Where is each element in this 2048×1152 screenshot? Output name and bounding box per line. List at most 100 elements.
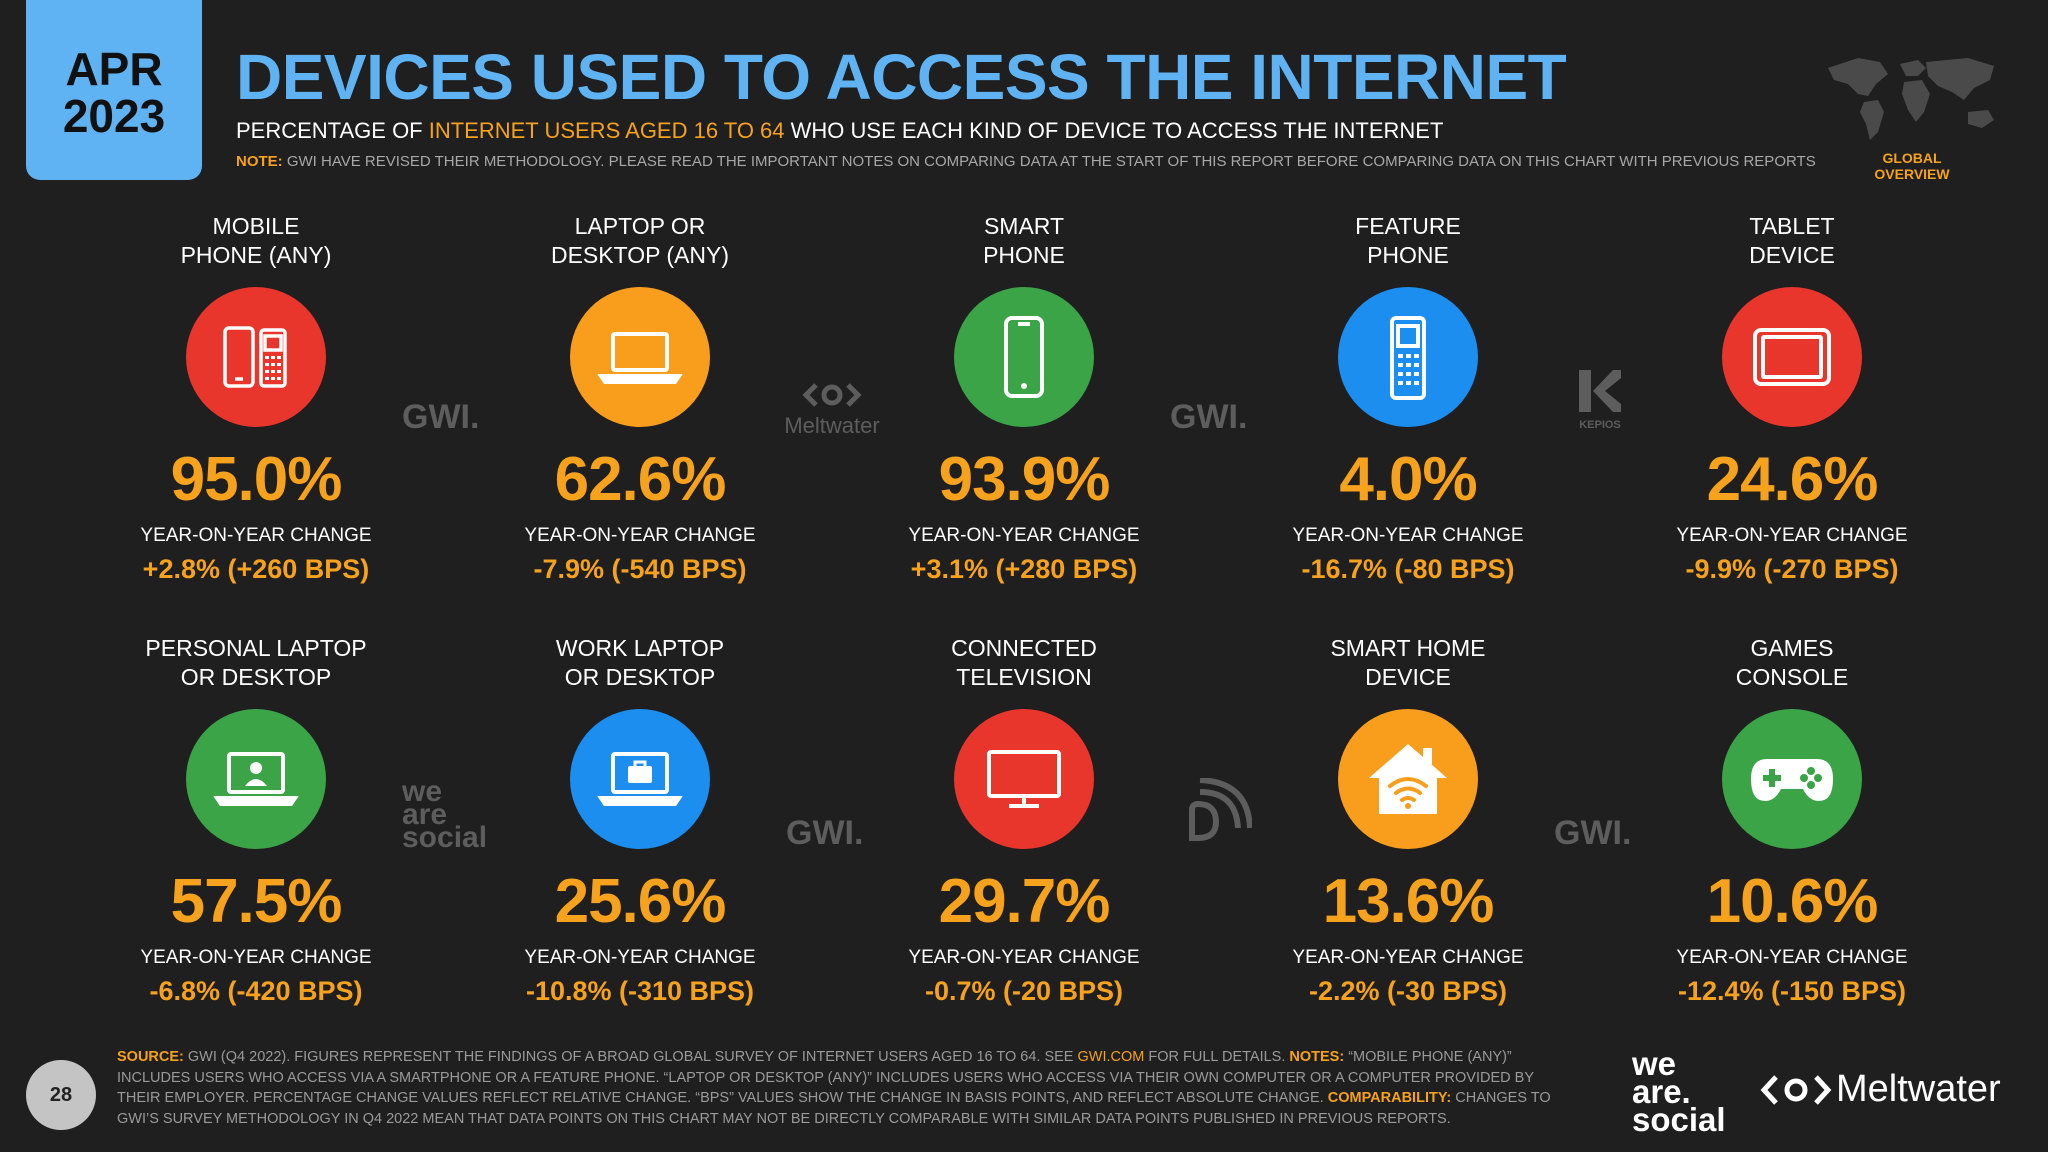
card-label: SMART PHONE [874,212,1174,270]
brand-word-we: we [1632,1045,1677,1082]
card-laptop-or-desktop: LAPTOP OR DESKTOP (ANY) 62.6% YEAR-ON-YEA… [490,212,790,585]
card-smartphone: SMART PHONE 93.9% YEAR-ON-YEAR CHANGE +3.… [874,212,1174,585]
world-map-icon [1828,58,1994,140]
subtitle-pre: PERCENTAGE OF [236,118,429,143]
meltwater-mark-icon [802,383,862,407]
card-label: SMART HOME DEVICE [1258,634,1558,692]
card-label-line-1: PERSONAL LAPTOP [145,635,367,661]
personal-laptop-icon [186,709,326,849]
source-link[interactable]: GWI.COM [1077,1049,1145,1065]
yoy-value: -0.7% (-20 BPS) [924,976,1124,1006]
card-value: 93.9% [938,445,1111,514]
note-label: NOTE: [236,153,283,170]
card-label-line-2: PHONE [1367,242,1449,268]
we-are-social-brand: we are. social [1632,1045,1726,1138]
yoy-value: -12.4% (-150 BPS) [1677,976,1907,1006]
yoy-value: +3.1% (+280 BPS) [910,554,1138,584]
yoy-value: -16.7% (-80 BPS) [1301,554,1515,584]
page-subtitle: PERCENTAGE OF INTERNET USERS AGED 16 TO … [236,118,1443,144]
card-value: 4.0% [1339,445,1477,514]
television-icon [954,709,1094,849]
yoy-label: YEAR-ON-YEAR CHANGE [1676,947,1908,968]
source-label: SOURCE: [117,1049,184,1065]
we-are-social-logo: we are social [402,775,488,854]
yoy-label: YEAR-ON-YEAR CHANGE [1292,525,1524,546]
card-label: CONNECTED TELEVISION [874,634,1174,692]
card-mobile-phone: MOBILE PHONE (ANY) 95.0% YEAR-ON-YEAR CHA… [106,212,406,585]
card-label: TABLET DEVICE [1642,212,1942,270]
logo-word-social: social [402,821,488,854]
card-label: WORK LAPTOP OR DESKTOP [490,634,790,692]
gwi-logo: GWI. [786,814,864,852]
gwi-logo: GWI. [1554,814,1632,852]
brand-word-are: are. [1632,1073,1691,1110]
yoy-label: YEAR-ON-YEAR CHANGE [524,947,756,968]
meltwater-logo: Meltwater [776,380,888,439]
card-label-line-2: TELEVISION [956,664,1092,690]
yoy-value: -2.2% (-30 BPS) [1308,976,1508,1006]
gwi-logo: GWI. [402,398,480,436]
yoy-value: -6.8% (-420 BPS) [149,976,363,1006]
card-label: MOBILE PHONE (ANY) [106,212,406,270]
note-text: GWI HAVE REVISED THEIR METHODOLOGY. PLEA… [282,153,1816,170]
page-number: 28 [26,1060,96,1130]
yoy-label: YEAR-ON-YEAR CHANGE [140,525,372,546]
card-value: 57.5% [170,867,343,936]
card-feature-phone: FEATURE PHONE 4.0% YEAR-ON-YEAR CHANGE -1… [1258,212,1558,585]
card-label: LAPTOP OR DESKTOP (ANY) [490,212,790,270]
card-value: 95.0% [170,445,343,514]
yoy-label: YEAR-ON-YEAR CHANGE [908,525,1140,546]
smart-home-icon [1338,709,1478,849]
meltwater-brand-icon [1760,1074,1832,1105]
meltwater-brand-text: Meltwater [1836,1068,2001,1110]
notes-label: NOTES: [1289,1049,1345,1065]
card-label-line-1: MOBILE [212,213,300,239]
card-label-line-1: TABLET [1749,213,1835,239]
brand-word-social: social [1632,1101,1726,1138]
methodology-note: NOTE: GWI HAVE REVISED THEIR METHODOLOGY… [236,153,1816,170]
card-label-line-2: DEVICE [1749,242,1835,268]
meltwater-logo-text: Meltwater [784,413,880,438]
yoy-label: YEAR-ON-YEAR CHANGE [908,947,1140,968]
card-value: 24.6% [1706,445,1879,514]
card-label-line-1: WORK LAPTOP [555,635,725,661]
kepios-logo: KEPIOS [1574,368,1626,431]
tablet-icon [1722,287,1862,427]
card-tablet: TABLET DEVICE 24.6% YEAR-ON-YEAR CHANGE -… [1642,212,1942,585]
card-label-line-1: GAMES [1750,635,1834,661]
card-connected-tv: CONNECTED TELEVISION 29.7% YEAR-ON-YEAR C… [874,634,1174,1007]
game-controller-icon [1722,709,1862,849]
card-label: FEATURE PHONE [1258,212,1558,270]
card-work-laptop: WORK LAPTOP OR DESKTOP 25.6% YEAR-ON-YEAR… [490,634,790,1007]
card-label-line-1: FEATURE [1355,213,1461,239]
page-title: DEVICES USED TO ACCESS THE INTERNET [236,41,1567,113]
laptop-icon [570,287,710,427]
card-label-line-2: PHONE (ANY) [180,242,332,268]
yoy-label: YEAR-ON-YEAR CHANGE [1292,947,1524,968]
logo-word-we: we [402,775,443,808]
date-badge: APR 2023 [26,0,202,180]
subtitle-highlight: INTERNET USERS AGED 16 TO 64 [428,118,785,143]
source-text: GWI (Q4 2022). FIGURES REPRESENT THE FIN… [183,1049,1078,1065]
card-value: 62.6% [554,445,727,514]
meltwater-brand: Meltwater [1760,1068,2001,1111]
subtitle-post: WHO USE EACH KIND OF DEVICE TO ACCESS TH… [784,118,1444,143]
card-label: GAMES CONSOLE [1642,634,1942,692]
card-smart-home: SMART HOME DEVICE 13.6% YEAR-ON-YEAR CHAN… [1258,634,1558,1007]
kepios-mark-icon [1579,370,1621,412]
footer-source-notes: SOURCE: GWI (Q4 2022). FIGURES REPRESENT… [117,1047,1580,1129]
card-personal-laptop: PERSONAL LAPTOP OR DESKTOP 57.5% YEAR-ON-… [106,634,406,1007]
card-value: 29.7% [938,867,1111,936]
work-laptop-icon [570,709,710,849]
region-label: GLOBAL OVERVIEW [1874,150,1950,182]
card-label-line-1: LAPTOP OR [574,213,706,239]
card-value: 10.6% [1706,867,1879,936]
card-label-line-1: CONNECTED [951,635,1097,661]
yoy-value: +2.8% (+260 BPS) [142,554,370,584]
kepios-logo-text: KEPIOS [1579,419,1621,431]
card-label-line-2: OR DESKTOP [180,664,332,690]
comparability-label: COMPARABILITY: [1327,1090,1452,1106]
card-label-line-2: PHONE [983,242,1065,268]
date-month: APR [65,43,163,96]
card-games-console: GAMES CONSOLE 10.6% YEAR-ON-YEAR CHANGE -… [1642,634,1942,1007]
